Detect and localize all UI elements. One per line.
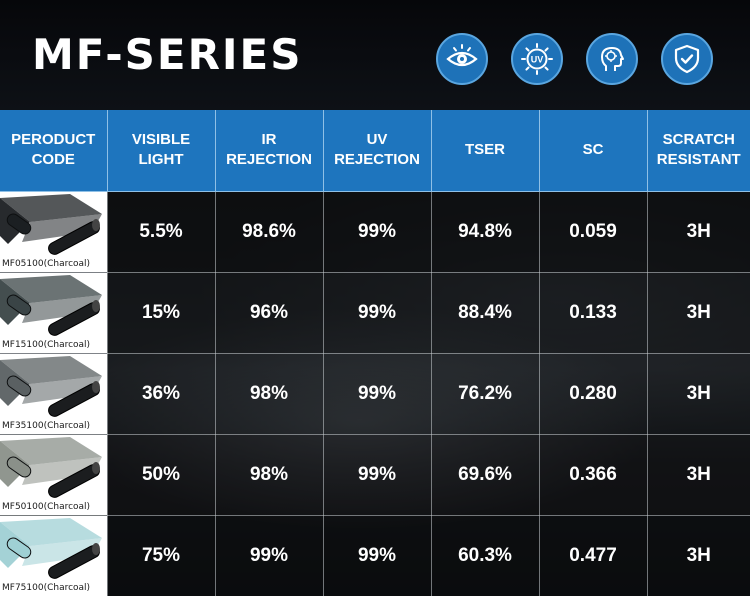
column-header: PERODUCT CODE bbox=[0, 110, 108, 192]
scratch-value: 3H bbox=[647, 353, 750, 435]
ir-rejection-value: 98% bbox=[215, 353, 324, 435]
ir-rejection-value: 96% bbox=[215, 272, 324, 354]
product-cell: MF75100(Charcoal) bbox=[0, 515, 108, 596]
column-header: VISIBLE LIGHT bbox=[107, 110, 216, 192]
column-header: UV REJECTION bbox=[323, 110, 432, 192]
film-roll-image bbox=[0, 436, 102, 498]
table-header-row: PERODUCT CODE VISIBLE LIGHT IR REJECTION… bbox=[0, 110, 750, 192]
uv-icon-label: UV bbox=[531, 55, 544, 65]
uv-rejection-value: 99% bbox=[323, 272, 432, 354]
scratch-value: 3H bbox=[647, 272, 750, 354]
uv-rejection-value: 99% bbox=[323, 434, 432, 516]
uv-rejection-value: 99% bbox=[323, 353, 432, 435]
column-header: IR REJECTION bbox=[215, 110, 324, 192]
product-code: MF75100(Charcoal) bbox=[2, 582, 91, 593]
column-header: SCRATCH RESISTANT bbox=[647, 110, 750, 192]
product-code: MF50100(Charcoal) bbox=[2, 501, 91, 512]
film-roll-image bbox=[0, 274, 102, 336]
scratch-value: 3H bbox=[647, 515, 750, 596]
table-row: MF75100(Charcoal) 75% 99% 99% 60.3% 0.477 3H bbox=[0, 515, 750, 596]
visible-light-value: 5.5% bbox=[107, 191, 216, 273]
table-row: MF15100(Charcoal) 15% 96% 99% 88.4% 0.133 3H bbox=[0, 272, 750, 354]
sc-value: 0.280 bbox=[539, 353, 648, 435]
shield-check-icon bbox=[661, 33, 713, 85]
feature-icons: UV bbox=[436, 33, 713, 85]
product-cell: MF35100(Charcoal) bbox=[0, 353, 108, 435]
product-code: MF35100(Charcoal) bbox=[2, 420, 91, 431]
visible-light-value: 75% bbox=[107, 515, 216, 596]
table-row: MF05100(Charcoal) 5.5% 98.6% 99% 94.8% 0.059 3… bbox=[0, 191, 750, 273]
ir-rejection-value: 99% bbox=[215, 515, 324, 596]
film-roll-image bbox=[0, 355, 102, 417]
sc-value: 0.477 bbox=[539, 515, 648, 596]
header-banner: MF-SERIES UV bbox=[0, 0, 750, 110]
table-row: MF35100(Charcoal) 36% 98% 99% 76.2% 0.280 3H bbox=[0, 353, 750, 435]
tser-value: 88.4% bbox=[431, 272, 540, 354]
tser-value: 60.3% bbox=[431, 515, 540, 596]
uv-rejection-value: 99% bbox=[323, 515, 432, 596]
tser-value: 76.2% bbox=[431, 353, 540, 435]
scratch-value: 3H bbox=[647, 191, 750, 273]
scratch-value: 3H bbox=[647, 434, 750, 516]
column-header: TSER bbox=[431, 110, 540, 192]
ir-rejection-value: 98.6% bbox=[215, 191, 324, 273]
film-roll-image bbox=[0, 517, 102, 579]
visible-light-value: 50% bbox=[107, 434, 216, 516]
column-header: SC bbox=[539, 110, 648, 192]
spec-table: PERODUCT CODE VISIBLE LIGHT IR REJECTION… bbox=[0, 110, 750, 596]
product-cell: MF15100(Charcoal) bbox=[0, 272, 108, 354]
product-cell: MF05100(Charcoal) bbox=[0, 191, 108, 273]
uv-icon: UV bbox=[511, 33, 563, 85]
visible-light-value: 36% bbox=[107, 353, 216, 435]
sc-value: 0.366 bbox=[539, 434, 648, 516]
product-code: MF05100(Charcoal) bbox=[2, 258, 91, 269]
eye-icon bbox=[436, 33, 488, 85]
page-title: MF-SERIES bbox=[32, 30, 303, 79]
sc-value: 0.059 bbox=[539, 191, 648, 273]
sc-value: 0.133 bbox=[539, 272, 648, 354]
product-code: MF15100(Charcoal) bbox=[2, 339, 91, 350]
visible-light-value: 15% bbox=[107, 272, 216, 354]
heat-person-icon bbox=[586, 33, 638, 85]
film-roll-image bbox=[0, 193, 102, 255]
tser-value: 69.6% bbox=[431, 434, 540, 516]
ir-rejection-value: 98% bbox=[215, 434, 324, 516]
table-row: MF50100(Charcoal) 50% 98% 99% 69.6% 0.366 3H bbox=[0, 434, 750, 516]
tser-value: 94.8% bbox=[431, 191, 540, 273]
uv-rejection-value: 99% bbox=[323, 191, 432, 273]
product-cell: MF50100(Charcoal) bbox=[0, 434, 108, 516]
